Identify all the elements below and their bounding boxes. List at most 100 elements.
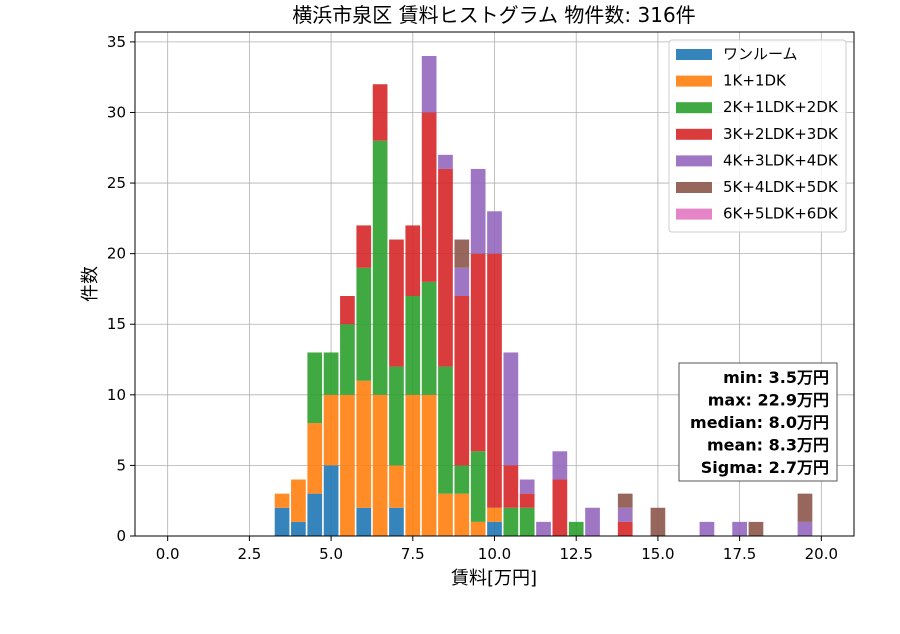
bar-segment: [503, 352, 519, 466]
bar-segment: [356, 267, 372, 381]
bar-segment: [356, 225, 372, 268]
bar-segment: [323, 352, 339, 395]
legend-swatch: [676, 155, 712, 167]
bar-segment: [340, 394, 355, 536]
y-tick-label: 20: [107, 245, 126, 263]
stats-line: mean: 8.3万円: [707, 436, 829, 455]
bar-segment: [389, 465, 404, 508]
x-tick-label: 2.5: [237, 545, 261, 563]
y-tick-label: 5: [116, 456, 126, 474]
x-tick-label: 7.5: [401, 545, 425, 563]
bar-segment: [421, 394, 437, 536]
legend-label: 1K+1DK: [723, 72, 787, 90]
legend-swatch: [676, 128, 712, 140]
x-tick-label: 5.0: [319, 545, 343, 563]
bar-segment: [470, 451, 486, 522]
bar-segment: [291, 479, 306, 522]
y-tick-label: 35: [107, 33, 126, 51]
y-tick-label: 15: [107, 315, 126, 333]
legend: ワンルーム 1K+1DK 2K+1LDK+2DK 3K+2LDK+3DK 4K+3LDK…: [668, 39, 847, 233]
bar-segment: [307, 423, 323, 494]
legend-frame: [668, 39, 847, 233]
bar-segment: [552, 451, 568, 480]
legend-swatch: [676, 182, 712, 193]
bar-segment: [389, 366, 404, 466]
bar-segment: [487, 521, 502, 536]
bar-segment: [732, 521, 747, 536]
y-tick-label: 30: [107, 103, 126, 121]
bar-segment: [372, 394, 388, 536]
bar-segment: [421, 112, 437, 282]
bar-segment: [454, 267, 470, 296]
x-tick-label: 20.0: [805, 545, 838, 563]
bar-segment: [519, 479, 535, 494]
legend-swatch: [676, 102, 712, 114]
bar-segment: [617, 493, 633, 508]
bar-segment: [617, 507, 633, 522]
bar-segment: [454, 493, 470, 536]
bar-segment: [340, 296, 355, 325]
bar-segment: [438, 154, 453, 169]
bar-segment: [470, 168, 486, 254]
bar-segment: [438, 366, 453, 494]
bar-segment: [405, 394, 421, 536]
bar-segment: [519, 507, 535, 536]
x-tick-label: 15.0: [641, 545, 674, 563]
ticks: 0.0 2.5 5.0 7.5 10.0 12.5 15.0 17.5 20.0 0 5 10 15 20…: [107, 33, 838, 563]
stats-box: min: 3.5万円 max: 22.9万円 median: 8.0万円 mean: …: [678, 362, 838, 482]
bar-segment: [503, 465, 519, 508]
bar-segment: [470, 521, 486, 536]
bar-segment: [454, 296, 470, 466]
bar-segment: [519, 493, 535, 508]
bar-segment: [421, 56, 437, 113]
bars: [274, 56, 813, 536]
stats-line: max: 22.9万円: [708, 391, 829, 410]
bar-segment: [274, 493, 290, 508]
bar-segment: [372, 84, 388, 141]
bar-segment: [307, 352, 323, 424]
y-tick-label: 10: [107, 386, 126, 404]
y-tick-label: 0: [116, 527, 126, 545]
bar-segment: [487, 211, 502, 254]
bar-segment: [454, 465, 470, 494]
y-axis-label: 件数: [80, 266, 101, 302]
bar-segment: [356, 507, 372, 536]
stats-frame: [678, 362, 838, 482]
bar-segment: [699, 521, 715, 536]
bar-segment: [307, 493, 323, 536]
bar-segment: [438, 168, 453, 367]
bar-segment: [340, 324, 355, 395]
legend-swatch: [676, 208, 712, 220]
bar-segment: [552, 479, 568, 536]
bar-segment: [650, 507, 666, 536]
bar-segment: [421, 281, 437, 395]
bar-segment: [274, 507, 290, 536]
legend-label: ワンルーム: [723, 45, 798, 63]
stats-line: min: 3.5万円: [723, 368, 829, 387]
stats-line: Sigma: 2.7万円: [701, 458, 829, 477]
bar-segment: [356, 380, 372, 508]
x-tick-label: 17.5: [723, 545, 756, 563]
x-tick-label: 0.0: [156, 545, 180, 563]
legend-label: 5K+4LDK+5DK: [723, 178, 839, 196]
bar-segment: [405, 225, 421, 296]
bar-segment: [438, 493, 453, 536]
bar-segment: [487, 507, 502, 522]
y-tick-label: 25: [107, 174, 126, 192]
bar-segment: [536, 521, 551, 536]
bar-segment: [797, 493, 813, 522]
legend-label: 3K+2LDK+3DK: [723, 125, 839, 143]
bar-segment: [389, 239, 404, 367]
chart-title: 横浜市泉区 賃料ヒストグラム 物件数: 316件: [292, 3, 695, 27]
bar-segment: [748, 521, 764, 536]
legend-swatch: [676, 75, 712, 87]
bar-segment: [797, 521, 813, 536]
bar-segment: [585, 507, 600, 536]
bar-segment: [617, 521, 633, 536]
bar-segment: [454, 239, 470, 268]
x-axis-label: 賃料[万円]: [451, 568, 537, 589]
legend-label: 2K+1LDK+2DK: [723, 98, 839, 116]
bar-segment: [372, 140, 388, 395]
bar-segment: [503, 507, 519, 536]
